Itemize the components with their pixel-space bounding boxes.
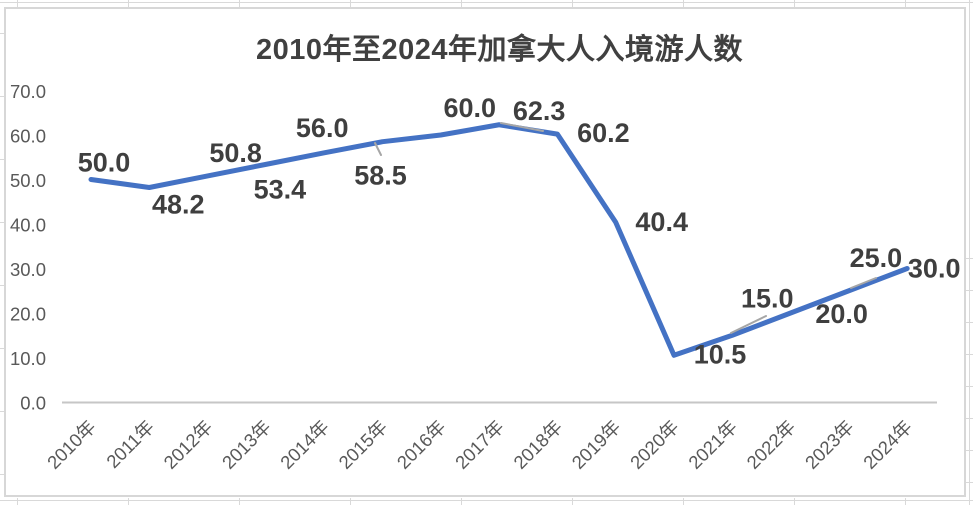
data-label: 10.5 [694,339,747,369]
y-axis-tick-label: 60.0 [10,126,46,147]
label-leader-line [374,142,382,156]
data-label: 50.8 [209,138,262,168]
label-leader-line [500,122,544,132]
data-label: 60.0 [444,93,497,123]
data-label: 48.2 [152,190,205,220]
data-label: 53.4 [254,174,307,204]
data-label: 20.0 [815,299,868,329]
data-label: 40.4 [635,207,688,237]
y-axis-tick-label: 30.0 [10,259,46,280]
data-line-series[interactable] [88,122,910,358]
data-label: 60.2 [577,118,630,148]
data-label: 58.5 [354,161,407,191]
data-label: 15.0 [741,283,794,313]
chart-title[interactable]: 2010年至2024年加拿大人入境游人数 [255,34,744,66]
label-leader-line [730,315,767,334]
y-axis-tick-label: 10.0 [10,348,46,369]
y-axis-tick-label: 70.0 [10,81,46,102]
data-label: 25.0 [850,243,903,273]
y-axis-tick-label: 40.0 [10,215,46,236]
data-label: 62.3 [513,96,566,126]
label-leader-line [850,277,877,289]
y-axis-tick-label: 20.0 [10,304,46,325]
data-label: 50.0 [78,148,131,178]
y-axis-tick-label: 50.0 [10,170,46,191]
y-axis-tick-label: 0.0 [20,393,46,414]
data-label: 56.0 [296,113,349,143]
data-label: 30.0 [908,254,961,284]
chart-frame [4,7,966,497]
